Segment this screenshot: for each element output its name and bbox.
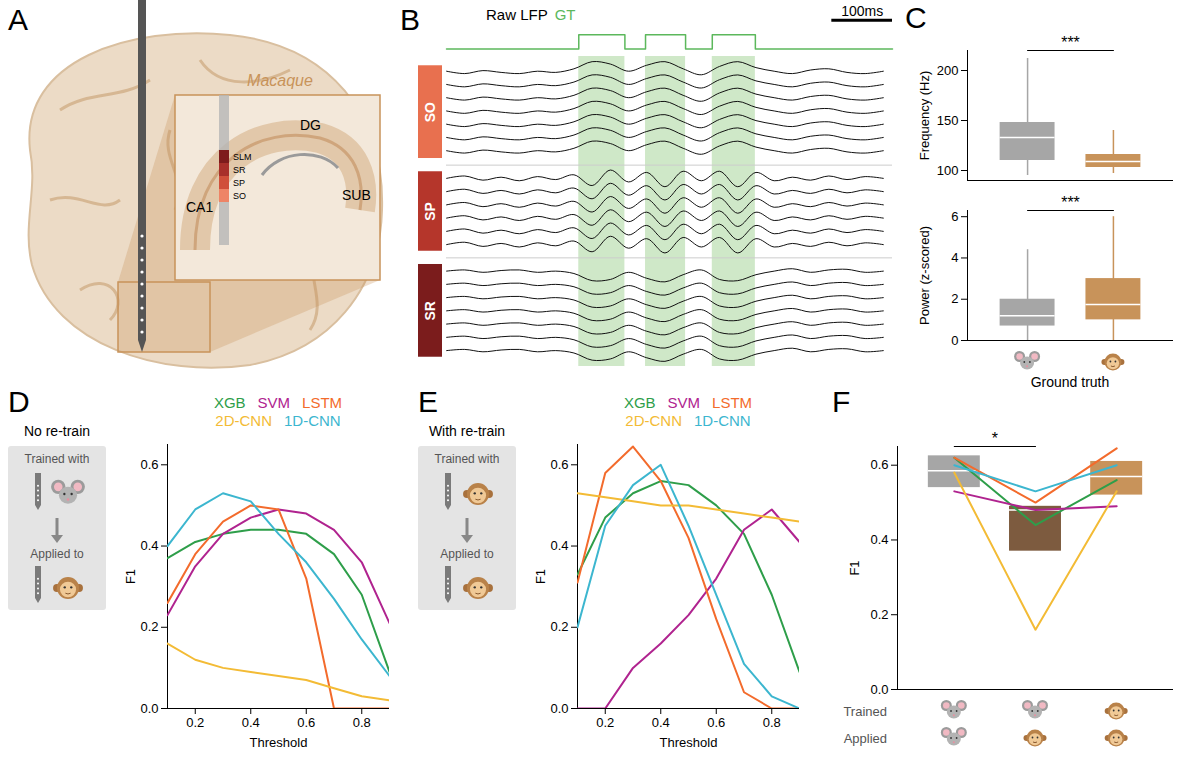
html-text:LSTM: LSTM — [302, 394, 343, 411]
html-text:B: B — [400, 3, 420, 36]
svg-text:Trained with: Trained with — [435, 452, 500, 466]
svg-text:CA1: CA1 — [186, 199, 213, 215]
svg-text:0.8: 0.8 — [353, 715, 371, 730]
svg-text:0.6: 0.6 — [870, 457, 888, 472]
svg-text:150: 150 — [937, 113, 959, 128]
svg-text:Macaque: Macaque — [247, 72, 313, 89]
svg-text:0.6: 0.6 — [297, 715, 315, 730]
html-text:LSTM: LSTM — [712, 394, 753, 411]
html-text:GT: GT — [554, 6, 576, 23]
svg-text:0.4: 0.4 — [242, 715, 260, 730]
svg-text:***: *** — [1061, 34, 1080, 51]
svg-text:4: 4 — [951, 250, 958, 265]
svg-text:SP: SP — [422, 202, 438, 221]
html-text:SVM: SVM — [257, 394, 291, 411]
svg-text:SR: SR — [233, 165, 246, 175]
svg-text:100: 100 — [937, 163, 959, 178]
html-text:SVM: SVM — [667, 394, 701, 411]
svg-text:0.4: 0.4 — [652, 715, 670, 730]
svg-text:*: * — [992, 430, 998, 447]
svg-text:0.2: 0.2 — [550, 619, 568, 634]
svg-text:0.8: 0.8 — [763, 715, 781, 730]
svg-text:100ms: 100ms — [841, 3, 883, 19]
svg-text:0.4: 0.4 — [550, 538, 568, 553]
html-text:F: F — [832, 385, 851, 418]
svg-text:0.2: 0.2 — [596, 715, 614, 730]
svg-text:F1: F1 — [533, 569, 548, 584]
svg-text:SO: SO — [422, 102, 438, 122]
svg-text:0.0: 0.0 — [870, 682, 888, 697]
svg-text:Applied to: Applied to — [30, 547, 84, 561]
svg-text:2: 2 — [951, 291, 958, 306]
html-text:2D-CNN: 2D-CNN — [215, 412, 272, 429]
svg-text:0.4: 0.4 — [140, 538, 158, 553]
svg-text:0.2: 0.2 — [186, 715, 204, 730]
svg-text:0: 0 — [951, 333, 958, 348]
svg-text:No re-train: No re-train — [24, 423, 90, 439]
html-text:D: D — [8, 385, 30, 418]
svg-text:Threshold: Threshold — [250, 735, 308, 750]
svg-text:Threshold: Threshold — [660, 735, 718, 750]
html-text:E: E — [418, 385, 438, 418]
svg-text:Power (z-scored): Power (z-scored) — [917, 226, 932, 325]
svg-text:Trained with: Trained with — [25, 452, 90, 466]
svg-text:0.2: 0.2 — [870, 607, 888, 622]
svg-text:0.2: 0.2 — [140, 619, 158, 634]
html-text:1D-CNN: 1D-CNN — [284, 412, 341, 429]
html-text:2D-CNN: 2D-CNN — [625, 412, 682, 429]
svg-text:0.0: 0.0 — [550, 701, 568, 716]
html-text:XGB: XGB — [623, 394, 656, 411]
svg-text:SR: SR — [422, 301, 438, 320]
svg-text:0.6: 0.6 — [550, 457, 568, 472]
svg-text:6: 6 — [951, 209, 958, 224]
html-text:C: C — [905, 1, 927, 34]
html-text:1D-CNN: 1D-CNN — [694, 412, 751, 429]
svg-text:0.6: 0.6 — [707, 715, 725, 730]
svg-text:SLM: SLM — [233, 152, 252, 162]
svg-text:0.6: 0.6 — [140, 457, 158, 472]
svg-text:Applied: Applied — [844, 731, 887, 746]
svg-text:SP: SP — [233, 178, 245, 188]
svg-text:Applied to: Applied to — [440, 547, 494, 561]
svg-text:0.0: 0.0 — [140, 701, 158, 716]
html-text:Ground truth: Ground truth — [1030, 374, 1110, 390]
svg-text:***: *** — [1061, 194, 1080, 211]
svg-text:Trained: Trained — [843, 704, 887, 719]
svg-text:SUB: SUB — [342, 187, 371, 203]
svg-text:200: 200 — [937, 63, 959, 78]
html-text:XGB: XGB — [213, 394, 246, 411]
svg-text:F1: F1 — [123, 569, 138, 584]
html-text:A: A — [8, 3, 28, 36]
svg-text:F1: F1 — [847, 560, 862, 575]
svg-text:Frequency (Hz): Frequency (Hz) — [917, 71, 932, 161]
svg-text:SO: SO — [233, 191, 246, 201]
svg-text:With re-train: With re-train — [429, 423, 505, 439]
html-text:Raw LFP: Raw LFP — [486, 6, 548, 23]
svg-text:0.4: 0.4 — [870, 532, 888, 547]
svg-text:DG: DG — [300, 117, 321, 133]
